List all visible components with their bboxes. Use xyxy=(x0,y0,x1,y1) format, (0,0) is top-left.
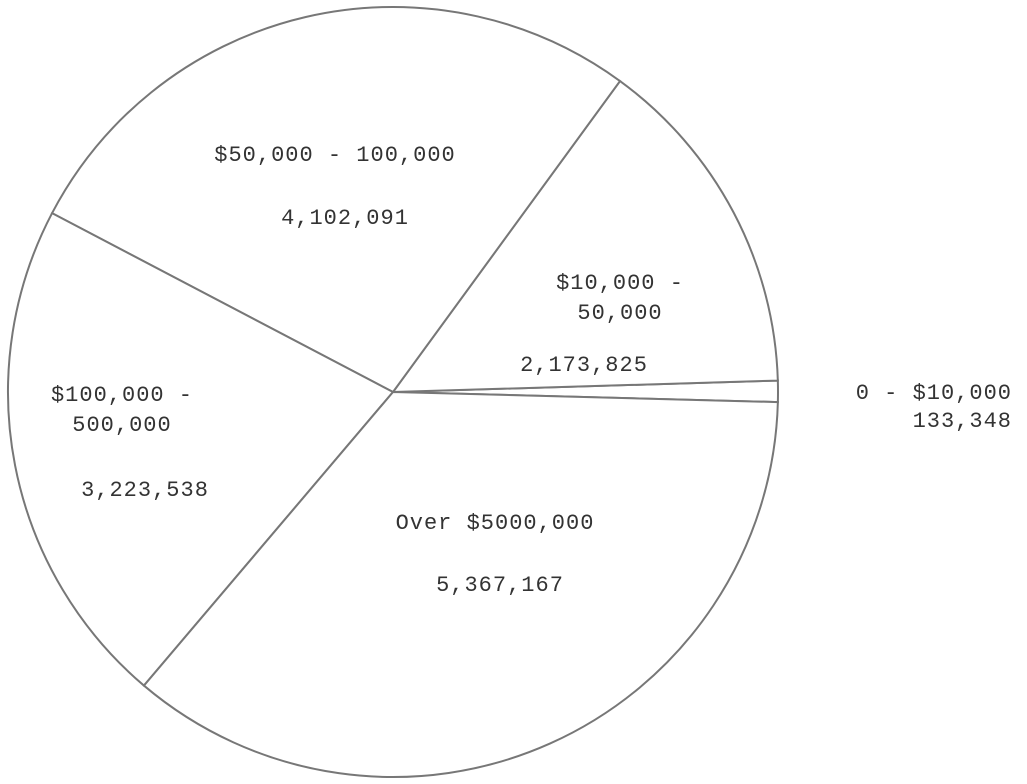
slice-label-line: $10,000 - xyxy=(556,271,684,296)
slice-label-line: 0 - $10,000 xyxy=(856,381,1012,406)
slice-label-line: 500,000 xyxy=(72,413,171,438)
pie-slice xyxy=(50,6,622,394)
pie-slice xyxy=(142,390,779,778)
value-label: 3,223,538 xyxy=(81,478,209,503)
slice-label: $100,000 - 500,000 xyxy=(51,383,193,438)
pie-slice xyxy=(390,79,779,394)
value-label: 133,348 xyxy=(913,409,1012,434)
value-label: 5,367,167 xyxy=(436,573,564,598)
value-label: 2,173,825 xyxy=(520,353,648,378)
pie-slice xyxy=(7,211,395,687)
value-label: 4,102,091 xyxy=(281,206,409,231)
slice-label: 0 - $10,000 xyxy=(856,381,1012,406)
slice-label-line: Over $5000,000 xyxy=(396,511,595,536)
slice-label: $50,000 - 100,000 xyxy=(214,143,455,168)
slice-label: Over $5000,000 xyxy=(396,511,595,536)
slice-label-line: 50,000 xyxy=(577,301,662,326)
slice-label-line: $50,000 - 100,000 xyxy=(214,143,455,168)
slice-label-line: $100,000 - xyxy=(51,383,193,408)
slice-label: $10,000 - 50,000 xyxy=(556,271,684,326)
